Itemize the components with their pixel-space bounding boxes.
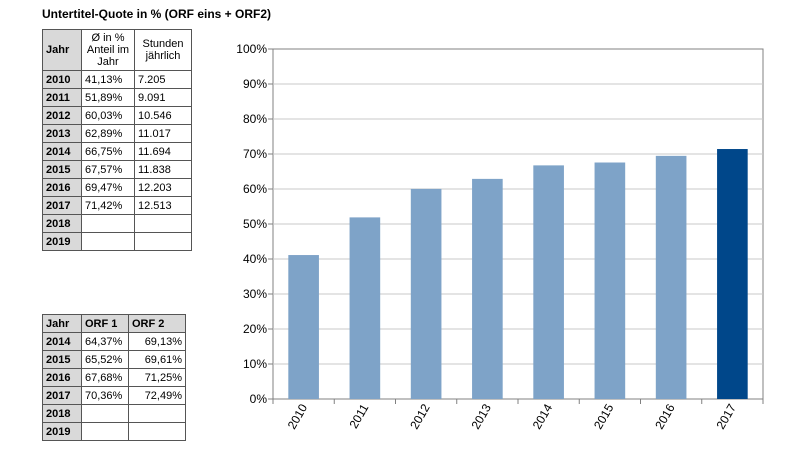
bar-2016 (655, 155, 687, 399)
column-header-hours: Stunden jährlich (134, 29, 192, 71)
orf1-cell: 65,52% (81, 350, 129, 369)
table-row: 2014 66,75% 11.694 (42, 142, 192, 161)
y-tick-label: 100% (236, 42, 267, 56)
y-tick-label: 20% (243, 322, 267, 336)
x-tick-label: 2015 (591, 401, 617, 431)
x-tick-label: 2014 (530, 401, 556, 431)
x-tick-label: 2011 (346, 401, 371, 431)
year-cell: 2011 (42, 88, 82, 107)
orf2-cell: 72,49% (128, 386, 186, 405)
bar-2012 (410, 188, 442, 399)
table-row: 2019 (42, 422, 186, 441)
x-tick-label: 2012 (407, 401, 433, 431)
table-header-row: Jahr ORF 1 ORF 2 (42, 314, 186, 333)
bar-2013 (472, 178, 503, 399)
table-row: 2016 69,47% 12.203 (42, 178, 192, 197)
table-row: 2017 70,36% 72,49% (42, 386, 186, 405)
bar-2014 (533, 165, 564, 399)
hours-cell (134, 232, 192, 251)
chart-title: Untertitel-Quote in % (ORF eins + ORF2) (42, 7, 272, 21)
hours-cell: 12.513 (134, 196, 192, 215)
table-header-row: Jahr Ø in % Anteil im Jahr Stunden jährl… (42, 29, 192, 71)
table-row: 2014 64,37% 69,13% (42, 332, 186, 351)
table-row: 2013 62,89% 11.017 (42, 124, 192, 143)
year-cell: 2016 (42, 368, 82, 387)
bar-2011 (349, 217, 381, 399)
year-cell: 2014 (42, 142, 82, 161)
hours-share-table: Jahr Ø in % Anteil im Jahr Stunden jährl… (42, 29, 192, 251)
y-tick-label: 40% (243, 252, 267, 266)
year-cell: 2010 (42, 70, 82, 89)
table-row: 2011 51,89% 9.091 (42, 88, 192, 107)
orf1-cell: 70,36% (81, 386, 129, 405)
x-tick-label: 2016 (652, 401, 678, 431)
table-row: 2015 65,52% 69,61% (42, 350, 186, 369)
y-tick-label: 10% (243, 357, 267, 371)
year-cell: 2012 (42, 106, 82, 125)
hours-cell: 12.203 (134, 178, 192, 197)
hours-cell: 7.205 (134, 70, 192, 89)
y-tick-label: 70% (243, 147, 267, 161)
share-cell: 51,89% (81, 88, 135, 107)
y-tick-label: 30% (243, 287, 267, 301)
year-cell: 2018 (42, 404, 82, 423)
column-header-share: Ø in % Anteil im Jahr (81, 29, 135, 71)
orf2-cell (128, 422, 186, 441)
x-tick-label: 2017 (713, 401, 739, 431)
year-cell: 2015 (42, 160, 82, 179)
y-tick-label: 50% (243, 217, 267, 231)
x-tick-label: 2010 (285, 401, 311, 431)
year-cell: 2017 (42, 386, 82, 405)
y-tick-label: 90% (243, 77, 267, 91)
channel-share-table: Jahr ORF 1 ORF 2 2014 64,37% 69,13% 2015 65,… (42, 314, 186, 441)
y-tick-label: 0% (250, 392, 268, 406)
y-tick-label: 60% (243, 182, 267, 196)
table-row: 2018 (42, 404, 186, 423)
bar-2015 (594, 162, 626, 399)
year-cell: 2019 (42, 232, 82, 251)
table-row: 2017 71,42% 12.513 (42, 196, 192, 215)
bar-2010 (288, 255, 319, 399)
year-cell: 2017 (42, 196, 82, 215)
orf2-cell: 69,61% (128, 350, 186, 369)
share-cell: 71,42% (81, 196, 135, 215)
table-row: 2019 (42, 232, 192, 251)
bar-2017 (717, 149, 748, 399)
year-cell: 2016 (42, 178, 82, 197)
hours-cell: 11.838 (134, 160, 192, 179)
x-tick-label: 2013 (468, 401, 494, 431)
y-tick-label: 80% (243, 112, 267, 126)
hours-cell: 11.017 (134, 124, 192, 143)
